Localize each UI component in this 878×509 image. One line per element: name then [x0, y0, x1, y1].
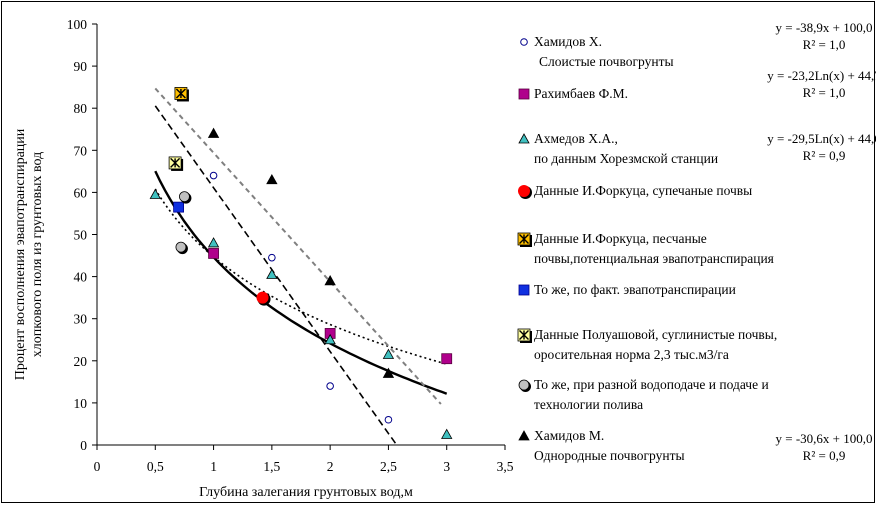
- trendline: [154, 170, 448, 395]
- legend-marker: [518, 133, 530, 144]
- trendline: [154, 87, 442, 405]
- legend-marker: [518, 379, 531, 392]
- y-tick-label: 100: [67, 17, 88, 32]
- legend-marker: [518, 430, 530, 441]
- trendline: [154, 105, 398, 446]
- legend-marker: [518, 284, 530, 296]
- legend-label: Ахмедов Х.А.,: [534, 131, 618, 146]
- y-tick-label: 40: [74, 270, 88, 285]
- legend-label: оросительная норма 2,3 тыс.м3/га: [534, 347, 729, 362]
- legend-marker: [517, 328, 532, 343]
- x-tick-label: 1: [210, 459, 217, 474]
- x-tick-label: 2: [327, 459, 334, 474]
- data-point: [324, 333, 336, 345]
- data-point: [441, 428, 453, 439]
- data-points: [149, 87, 453, 439]
- legend-label: То же, при разной водоподаче и подаче и: [534, 377, 769, 392]
- x-tick-label: 0,5: [147, 459, 164, 474]
- data-point: [384, 415, 393, 424]
- trendline-equation: y = -23,2Ln(x) + 44,7: [767, 68, 876, 83]
- data-point: [175, 241, 188, 255]
- trendlines: [154, 87, 448, 446]
- y-tick-label: 0: [80, 438, 87, 453]
- legend-label: Хамидов Х.: [534, 34, 602, 49]
- x-tick-label: 3,5: [497, 459, 514, 474]
- y-axis-title-line: хлопкового поля из грунтовых вод: [30, 152, 45, 357]
- data-point: [209, 171, 218, 180]
- x-tick-label: 1,5: [263, 459, 280, 474]
- y-tick-label: 80: [74, 101, 88, 116]
- y-tick-label: 20: [74, 354, 88, 369]
- x-axis-title: Глубина залегания грунтовых вод,м: [199, 485, 413, 500]
- legend-label: Данные И.Форкуца, супечаные почвы: [534, 183, 752, 198]
- legend-label: Хамидов М.: [534, 428, 604, 443]
- legend-marker: [518, 185, 532, 199]
- legend-label: по данным Хорезмской станции: [534, 151, 718, 166]
- trendline-equation: y = -30,6x + 100,0: [776, 431, 873, 446]
- trendline-equation: y = -29,5Ln(x) + 44,6: [767, 131, 876, 146]
- data-point: [266, 173, 278, 185]
- trendline-r2: R² = 1,0: [803, 85, 846, 100]
- trendline-r2: R² = 0,9: [803, 448, 846, 463]
- legend-marker: [518, 88, 530, 100]
- legend-label: Данные Полуашовой, суглинистые почвы,: [534, 327, 777, 342]
- legend-marker: [517, 232, 532, 247]
- data-point: [382, 367, 395, 378]
- y-tick-label: 10: [74, 396, 88, 411]
- y-axis-title: Процент восполнения эвапотранспирации хло…: [13, 128, 45, 380]
- data-point: [268, 253, 276, 262]
- y-tick-label: 70: [74, 143, 88, 158]
- data-point: [174, 87, 189, 102]
- data-point: [173, 201, 185, 213]
- data-point: [441, 353, 453, 365]
- y-tick-label: 50: [74, 228, 88, 243]
- y-tick-label: 30: [74, 312, 88, 327]
- data-point: [149, 188, 161, 199]
- data-point: [382, 348, 395, 359]
- y-axis-title-line: Процент восполнения эвапотранспирации: [13, 128, 28, 380]
- trendline-r2: R² = 1,0: [803, 37, 846, 52]
- data-point: [326, 382, 334, 390]
- legend-label: технологии полива: [534, 397, 643, 412]
- legend-label: Данные И.Форкуца, песчаные: [534, 231, 707, 246]
- data-point: [179, 191, 192, 204]
- legend-label: Однородные почвогрунты: [534, 448, 685, 463]
- data-point: [324, 274, 336, 286]
- legend-marker: [520, 38, 528, 46]
- x-tick-label: 0: [94, 459, 101, 474]
- trendline: [154, 188, 447, 365]
- y-tick-label: 90: [74, 59, 88, 74]
- data-point: [266, 268, 278, 279]
- data-point: [208, 248, 219, 259]
- legend-label: почвы,потенциальная эвапотранспирация: [534, 251, 774, 266]
- legend: Хамидов Х. Слоистые почвогрунты Рахимбаев …: [517, 34, 777, 463]
- data-point: [168, 156, 184, 171]
- data-point: [256, 291, 271, 306]
- x-tick-label: 2,5: [380, 459, 397, 474]
- legend-label: То же, по факт. эвапотранспирации: [534, 282, 736, 297]
- trendline-equation: y = -38,9x + 100,0: [776, 20, 873, 35]
- data-point: [207, 127, 220, 138]
- trendline-r2: R² = 0,9: [803, 148, 846, 163]
- trendline-equations: y = -38,9x + 100,0 R² = 1,0 y = -23,2Ln(x)…: [767, 20, 878, 463]
- data-point: [207, 237, 220, 248]
- legend-label: Рахимбаев Ф.М.: [534, 86, 628, 101]
- legend-label: Слоистые почвогрунты: [539, 54, 674, 69]
- x-tick-label: 3: [443, 459, 450, 474]
- y-tick-label: 60: [74, 185, 88, 200]
